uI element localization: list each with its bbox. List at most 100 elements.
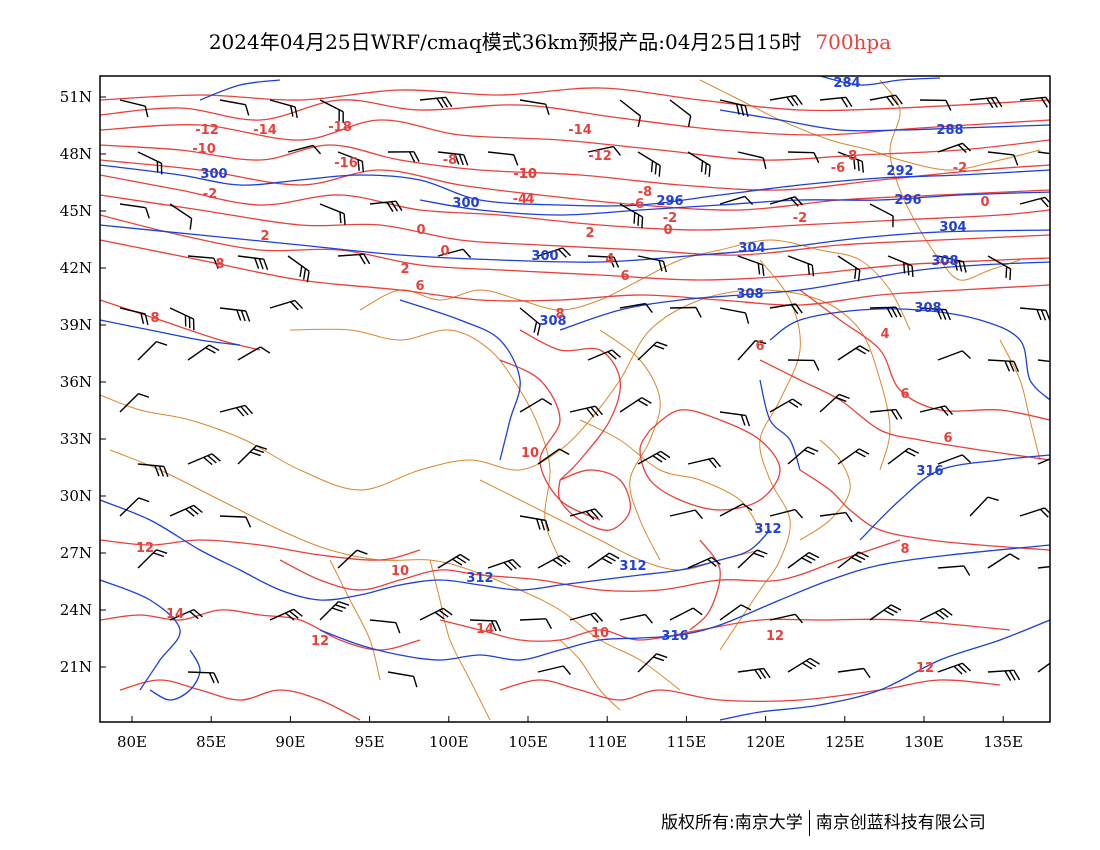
wind-barb bbox=[737, 667, 771, 680]
wind-barb bbox=[737, 151, 767, 170]
wind-barb bbox=[819, 96, 853, 108]
wind-barb bbox=[937, 662, 972, 675]
temperature-label: -10 bbox=[192, 142, 216, 157]
wind-barb bbox=[187, 255, 219, 269]
wind-barb bbox=[337, 549, 368, 569]
wind-barb bbox=[219, 307, 251, 322]
longitude-label: 115E bbox=[667, 733, 707, 751]
wind-barb bbox=[287, 255, 310, 283]
temperature-label: 10 bbox=[591, 626, 609, 641]
latitude-label: 48N bbox=[60, 145, 92, 163]
wind-barb bbox=[937, 255, 967, 273]
temperature-label: 10 bbox=[521, 446, 539, 461]
map-title: 2024年04月25日WRF/cmaq模式36km预报产品:04月25日15时 7… bbox=[0, 26, 1100, 55]
temperature-label: 4 bbox=[880, 327, 889, 342]
temperature-label: -2 bbox=[793, 211, 807, 226]
wind-barb bbox=[769, 613, 803, 624]
temperature-label: 14 bbox=[166, 607, 184, 622]
temperature-label: 0 bbox=[663, 223, 672, 238]
temperature-label: 6 bbox=[900, 387, 909, 402]
geopotential-label: 316 bbox=[661, 629, 688, 644]
footer-divider bbox=[808, 810, 810, 836]
wind-barb bbox=[719, 503, 753, 517]
geopotential-label: 304 bbox=[939, 220, 966, 235]
wind-barb bbox=[769, 508, 804, 519]
wind-barb bbox=[1037, 151, 1050, 157]
temperature-isoline bbox=[100, 159, 1050, 211]
temperature-label: 6 bbox=[415, 279, 424, 294]
wind-barb bbox=[619, 397, 652, 413]
temperature-label: -8 bbox=[443, 153, 457, 168]
temperature-isoline bbox=[799, 469, 1050, 551]
wind-barb bbox=[337, 151, 365, 173]
latitude-label: 39N bbox=[60, 316, 92, 334]
latitude-label: 24N bbox=[60, 601, 92, 619]
wind-barb bbox=[119, 203, 150, 219]
wind-barb bbox=[187, 671, 220, 684]
wind-barb bbox=[437, 553, 471, 569]
temperature-label: 8 bbox=[150, 311, 159, 326]
wind-barb bbox=[237, 346, 271, 361]
wind-barb bbox=[519, 515, 550, 532]
geopotential-label: 296 bbox=[656, 194, 683, 209]
temperature-label: -2 bbox=[203, 187, 217, 202]
wind-barb bbox=[969, 496, 999, 517]
geopotential-isoline bbox=[100, 579, 181, 691]
geopotential-isoline bbox=[559, 261, 1050, 331]
wind-barb bbox=[1037, 564, 1050, 569]
longitude-label: 80E bbox=[117, 733, 147, 751]
geopotential-isoline bbox=[719, 619, 1050, 721]
temperature-isoline bbox=[119, 679, 361, 721]
geopotential-isoline bbox=[419, 191, 1050, 216]
latitude-label: 21N bbox=[60, 658, 92, 676]
boundary-line bbox=[359, 239, 911, 331]
pressure-level: 700hpa bbox=[815, 30, 892, 54]
wind-barb bbox=[987, 553, 1020, 569]
wind-barb bbox=[187, 453, 221, 466]
wind-barb bbox=[469, 619, 502, 632]
boundary-line bbox=[699, 79, 1041, 171]
wind-barb bbox=[237, 255, 269, 270]
geopotential-label: 312 bbox=[619, 559, 646, 574]
boundary-line bbox=[879, 79, 1021, 281]
temperature-isoline bbox=[499, 679, 1001, 702]
wind-barb bbox=[537, 665, 572, 676]
temperature-label: -18 bbox=[328, 120, 352, 135]
wind-barb bbox=[919, 307, 951, 321]
temperature-isoline bbox=[799, 289, 1050, 421]
wind-barb bbox=[969, 96, 1003, 109]
geopotential-label: 300 bbox=[200, 167, 227, 182]
geopotential-label: 288 bbox=[936, 123, 963, 138]
wind-barb bbox=[719, 411, 751, 427]
wind-barb bbox=[569, 405, 603, 418]
longitude-label: 105E bbox=[508, 733, 548, 751]
axis-ticks bbox=[100, 96, 1004, 722]
temperature-label: 10 bbox=[391, 564, 409, 579]
wind-barb bbox=[837, 551, 869, 569]
wind-barb bbox=[187, 344, 220, 361]
wind-barb bbox=[737, 549, 768, 569]
wind-barb bbox=[719, 307, 750, 324]
geopotential-label: 308 bbox=[914, 301, 941, 316]
temperature-label: -12 bbox=[195, 123, 219, 138]
wind-barb bbox=[137, 463, 169, 478]
wind-barb bbox=[919, 99, 952, 111]
geopotential-label: 312 bbox=[754, 522, 781, 537]
temperature-label: 4 bbox=[525, 192, 534, 207]
wind-barb bbox=[787, 446, 819, 465]
geopotential-isoline bbox=[819, 76, 941, 86]
wind-barb bbox=[169, 504, 203, 517]
boundary-line bbox=[999, 339, 1041, 461]
wind-barb bbox=[687, 457, 722, 469]
wind-barb bbox=[869, 306, 902, 318]
temperature-label: 12 bbox=[916, 661, 934, 676]
geopotential-isoline bbox=[100, 319, 241, 346]
wind-barb bbox=[337, 253, 371, 265]
geopotential-label: 284 bbox=[833, 76, 860, 91]
copyright-owner: 版权所有:南京大学 bbox=[661, 813, 803, 833]
latitude-label: 42N bbox=[60, 259, 92, 277]
wind-barb bbox=[519, 398, 553, 413]
geopotential-isoline bbox=[859, 454, 1050, 541]
latitude-label: 27N bbox=[60, 544, 92, 562]
